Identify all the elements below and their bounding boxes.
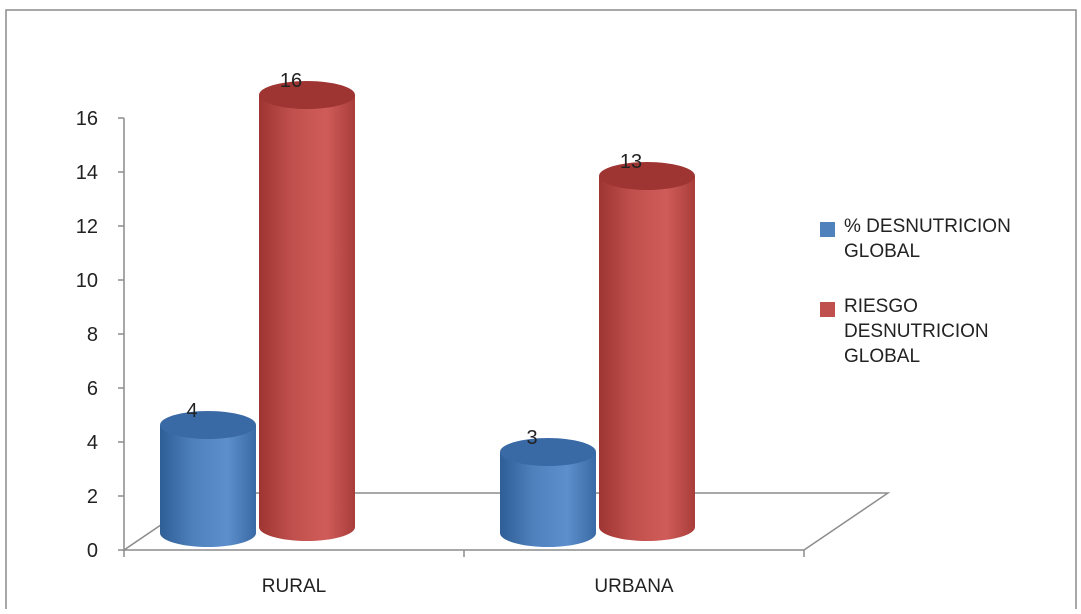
y-tick-label: 6 xyxy=(87,378,98,400)
y-tick-label: 14 xyxy=(76,162,98,184)
bar-top xyxy=(160,411,256,439)
y-tick-label: 2 xyxy=(87,486,98,508)
legend-item-desnutricion: % DESNUTRICION GLOBAL xyxy=(820,214,1060,264)
y-tick-label: 0 xyxy=(87,540,98,562)
bar-body xyxy=(160,425,256,547)
data-label: 3 xyxy=(526,427,537,449)
bar-body xyxy=(599,176,695,541)
bar-body xyxy=(500,452,596,547)
bar-urbana-series-2 xyxy=(599,162,695,541)
y-tick-label: 4 xyxy=(87,432,98,454)
x-tick-label: RURAL xyxy=(262,576,326,597)
bar-rural-series-2 xyxy=(259,81,355,541)
y-tick-label: 12 xyxy=(76,216,98,238)
bar-urbana-series-1 xyxy=(500,438,596,547)
legend-label-riesgo: RIESGO DESNUTRICION GLOBAL xyxy=(844,296,989,367)
legend-swatch-blue xyxy=(820,222,835,237)
bar-top xyxy=(599,162,695,190)
bar-body xyxy=(259,95,355,541)
data-label: 4 xyxy=(186,400,197,422)
chart-legend: % DESNUTRICION GLOBAL RIESGO DESNUTRICIO… xyxy=(820,214,1060,399)
legend-label-desnutricion: % DESNUTRICION GLOBAL xyxy=(844,216,1011,262)
data-label: 16 xyxy=(280,70,302,92)
bar-top xyxy=(259,81,355,109)
y-tick-label: 16 xyxy=(76,108,98,130)
bar-top xyxy=(500,438,596,466)
data-label: 13 xyxy=(620,151,642,173)
legend-swatch-red xyxy=(820,302,835,317)
y-tick-label: 8 xyxy=(87,324,98,346)
x-tick-label: URBANA xyxy=(594,576,674,597)
y-tick-label: 10 xyxy=(76,270,98,292)
legend-item-riesgo: RIESGO DESNUTRICION GLOBAL xyxy=(820,294,1060,369)
bar-rural-series-1 xyxy=(160,411,256,547)
